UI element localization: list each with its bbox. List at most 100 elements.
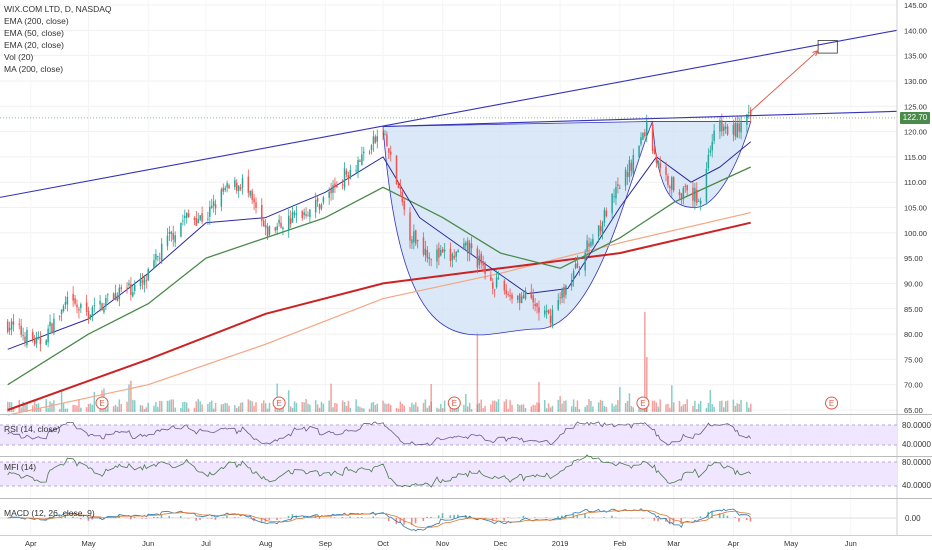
price-tick-label: 70.00 (904, 381, 923, 390)
time-tick-label[interactable]: Jul (201, 539, 211, 548)
candle-body (436, 249, 438, 262)
volume-bar (10, 402, 13, 412)
candle-body (613, 196, 615, 197)
upper-trend-line[interactable] (0, 29, 898, 198)
target-arrow[interactable] (750, 50, 819, 112)
volume-bar (520, 404, 523, 412)
macd-histogram-bar (160, 515, 163, 518)
indicator-ema50[interactable]: EMA (50, close) (4, 28, 64, 38)
rsi-label[interactable]: RSI (14, close) (4, 424, 61, 434)
time-tick-label[interactable]: May (784, 539, 798, 548)
volume-bar (8, 402, 11, 412)
candle-body (305, 214, 307, 216)
earnings-marker-icon[interactable] (272, 396, 286, 410)
volume-bar (347, 400, 350, 412)
candle-body (133, 284, 136, 291)
indicator-ema200[interactable]: EMA (200, close) (4, 16, 69, 26)
target-arrow-head[interactable] (812, 49, 820, 57)
candle-body (26, 329, 28, 346)
earnings-marker-icon[interactable] (636, 396, 650, 410)
time-tick-label[interactable]: Feb (613, 539, 626, 548)
volume-bar (264, 403, 267, 412)
cup-and-handle-pattern (382, 121, 752, 336)
volume-bar (586, 405, 588, 412)
candle-body (466, 240, 469, 254)
time-axis[interactable]: Apr May Jun Jul Aug Sep Oct Nov Dec 2019 Feb Mar Apr… (25, 539, 857, 548)
time-tick-label[interactable]: Apr (728, 539, 740, 548)
macd-label[interactable]: MACD (12, 26, close, 9) (4, 508, 95, 518)
volume-bar (80, 407, 82, 412)
volume-bar (368, 408, 371, 412)
macd-histogram-bar (641, 518, 644, 519)
candle-body (264, 225, 267, 228)
trend-drawings[interactable] (0, 29, 898, 198)
time-tick-label[interactable]: May (81, 539, 95, 548)
candle-body (678, 191, 681, 196)
candle-body (572, 270, 575, 280)
ema50-line (7, 166, 751, 386)
candle-body (545, 310, 548, 313)
time-tick-label[interactable]: Aug (259, 539, 272, 548)
volume-bar (559, 396, 561, 412)
candle-body (282, 227, 284, 229)
macd-histogram-bar (545, 517, 548, 518)
price-axis[interactable]: 145.00 140.00 135.00 130.00 125.00 120.00 115.… (904, 1, 927, 415)
volume-bar (247, 399, 250, 412)
volume-bar (237, 406, 240, 412)
macd-histogram-bar (199, 518, 201, 520)
price-tick-label: 110.00 (904, 178, 926, 187)
earnings-marker-icon[interactable] (447, 396, 461, 410)
time-tick-label[interactable]: 2019 (552, 539, 569, 548)
indicator-ema20[interactable]: EMA (20, close) (4, 40, 64, 50)
candle-body (33, 339, 36, 345)
volume-bar (386, 404, 388, 412)
volume-bar (51, 402, 53, 412)
price-tick-label: 90.00 (904, 279, 923, 288)
price-tick-label: 135.00 (904, 52, 927, 61)
candle-body (143, 277, 146, 286)
volume-bar (328, 400, 330, 412)
candle-body (509, 294, 511, 297)
candle-body (318, 204, 321, 210)
macd-histogram-bar (52, 515, 55, 518)
time-tick-label[interactable]: Mar (667, 539, 680, 548)
time-tick-label[interactable]: Apr (25, 539, 37, 548)
ma200-line (7, 212, 751, 416)
candle-body (343, 168, 346, 188)
candle-body (590, 241, 592, 247)
candle-body (588, 243, 590, 247)
volume-bar (632, 407, 635, 412)
candle-body (266, 226, 269, 237)
macd-histogram-bar (734, 517, 736, 518)
candle-body (99, 300, 101, 305)
candle-body (597, 225, 600, 237)
time-tick-label[interactable]: Sep (319, 539, 332, 548)
time-tick-label[interactable]: Dec (494, 539, 508, 548)
indicator-volume[interactable]: Vol (20) (4, 52, 34, 62)
volume-bar (336, 403, 338, 412)
time-tick-label[interactable]: Jun (845, 539, 857, 548)
indicator-ma200[interactable]: MA (200, close) (4, 64, 64, 74)
candle-body (53, 318, 55, 334)
time-tick-label[interactable]: Jun (142, 539, 154, 548)
earnings-marker-icon[interactable] (95, 396, 109, 410)
volume-bar (570, 406, 573, 412)
rsi-band (0, 425, 897, 445)
time-tick-label[interactable]: Oct (377, 539, 390, 548)
volume-bar (497, 399, 500, 412)
time-tick-label[interactable]: Nov (436, 539, 450, 548)
volume-bar (295, 402, 298, 412)
volume-bar (370, 402, 373, 412)
symbol-title[interactable]: WIX.COM LTD, D, NASDAQ (4, 4, 112, 14)
volume-bar (307, 403, 309, 412)
target-box[interactable] (817, 40, 838, 54)
candle-body (210, 205, 213, 208)
volume-bar (399, 401, 402, 412)
mfi-label[interactable]: MFI (14) (4, 462, 37, 472)
neckline[interactable] (383, 110, 898, 128)
volume-bar (160, 401, 163, 412)
candle-body (370, 145, 373, 151)
earnings-marker-icon[interactable] (825, 396, 839, 410)
